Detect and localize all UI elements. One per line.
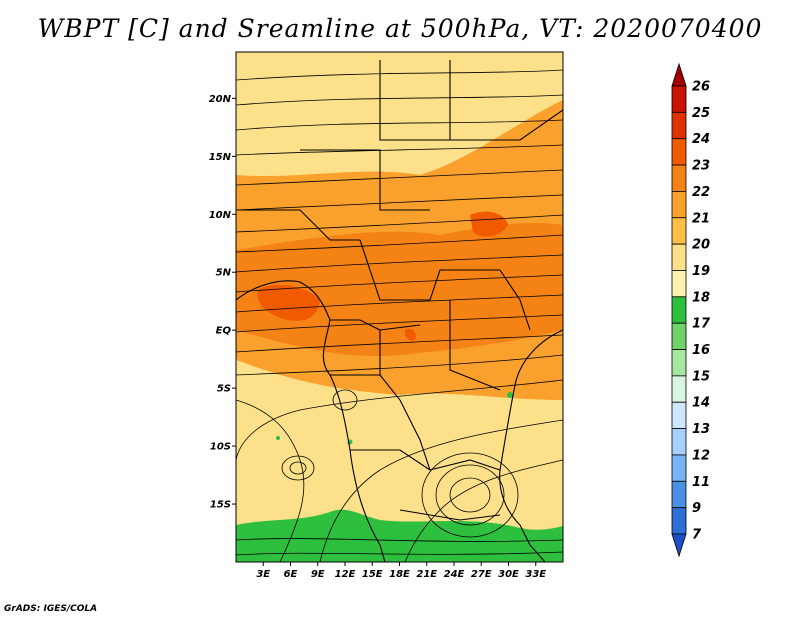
colorbar-label: 13	[692, 422, 710, 437]
lat-tick-label: 20N	[209, 94, 232, 105]
colorbar-swatch	[671, 401, 687, 429]
colorbar-label: 15	[692, 369, 710, 384]
lat-tick-label: 15S	[210, 500, 231, 511]
lon-tick-label: 15E	[362, 569, 383, 580]
lon-tick-label: 27E	[471, 569, 492, 580]
longitude-axis: 3E 6E 9E 12E 15E 18E 21E 24E 27E 30E 33E	[256, 562, 546, 580]
colorbar-swatch	[671, 454, 687, 482]
colorbar-swatch	[671, 243, 687, 271]
colorbar-swatch	[671, 375, 687, 403]
colorbar-swatch	[671, 507, 687, 535]
colorbar-swatch	[671, 480, 687, 509]
map-title: WBPT [C] and Sreamline at 500hPa, VT: 20…	[37, 14, 763, 43]
colorbar-swatch	[671, 164, 687, 192]
lat-tick-label: 15N	[209, 152, 232, 163]
colorbar-label: 7	[692, 528, 702, 543]
colorbar-swatch	[671, 270, 687, 298]
colorbar-swatch	[671, 322, 687, 350]
colorbar: 26 25 24 23 22 21 20 19 18 17 16 15 14 13 12 11 9 7	[671, 62, 711, 558]
colorbar-label: 14	[692, 396, 710, 411]
colorbar-label: 12	[692, 448, 710, 463]
colorbar-swatch	[671, 217, 687, 245]
streamlines	[236, 69, 563, 562]
colorbar-label: 22	[692, 185, 710, 200]
lon-tick-label: 30E	[498, 569, 519, 580]
colorbar-swatch	[671, 138, 687, 166]
lon-tick-label: 12E	[335, 569, 356, 580]
lon-tick-label: 24E	[444, 569, 465, 580]
colorbar-swatch	[671, 191, 687, 219]
colorbar-label: 25	[692, 106, 710, 121]
lon-tick-label: 9E	[311, 569, 325, 580]
colorbar-label: 19	[692, 264, 710, 279]
lat-tick-label: 5S	[217, 384, 231, 395]
lon-tick-label: 21E	[416, 569, 437, 580]
colorbar-swatch	[671, 349, 687, 377]
colorbar-label: 21	[692, 211, 710, 226]
colorbar-label: 9	[692, 501, 701, 516]
lat-tick-label: EQ	[216, 326, 232, 337]
lon-tick-label: 33E	[525, 569, 546, 580]
lon-tick-label: 3E	[256, 569, 270, 580]
colorbar-label: 23	[692, 159, 710, 174]
lat-tick-label: 10S	[210, 442, 231, 453]
colorbar-swatch	[671, 111, 687, 140]
colorbar-swatch	[671, 85, 687, 113]
colorbar-top-arrow	[671, 62, 687, 87]
colorbar-swatch	[671, 296, 687, 324]
country-borders	[236, 60, 563, 562]
colorbar-label: 16	[692, 343, 710, 358]
colorbar-label: 17	[692, 317, 711, 332]
latitude-axis: 20N 15N 10N 5N EQ 5S 10S 15S	[209, 94, 236, 511]
colorbar-label: 24	[692, 132, 710, 147]
colorbar-label: 18	[692, 290, 710, 305]
wbpt-shading	[236, 52, 563, 562]
lon-tick-label: 6E	[284, 569, 298, 580]
grads-credit: GrADS: IGES/COLA	[4, 604, 98, 614]
colorbar-bottom-arrow	[671, 533, 687, 558]
colorbar-swatch	[671, 428, 687, 456]
colorbar-label: 20	[692, 238, 710, 253]
lon-tick-label: 18E	[389, 569, 410, 580]
lat-tick-label: 10N	[209, 210, 232, 221]
lat-tick-label: 5N	[216, 268, 232, 279]
colorbar-label: 11	[692, 475, 710, 490]
colorbar-label: 26	[692, 80, 710, 95]
